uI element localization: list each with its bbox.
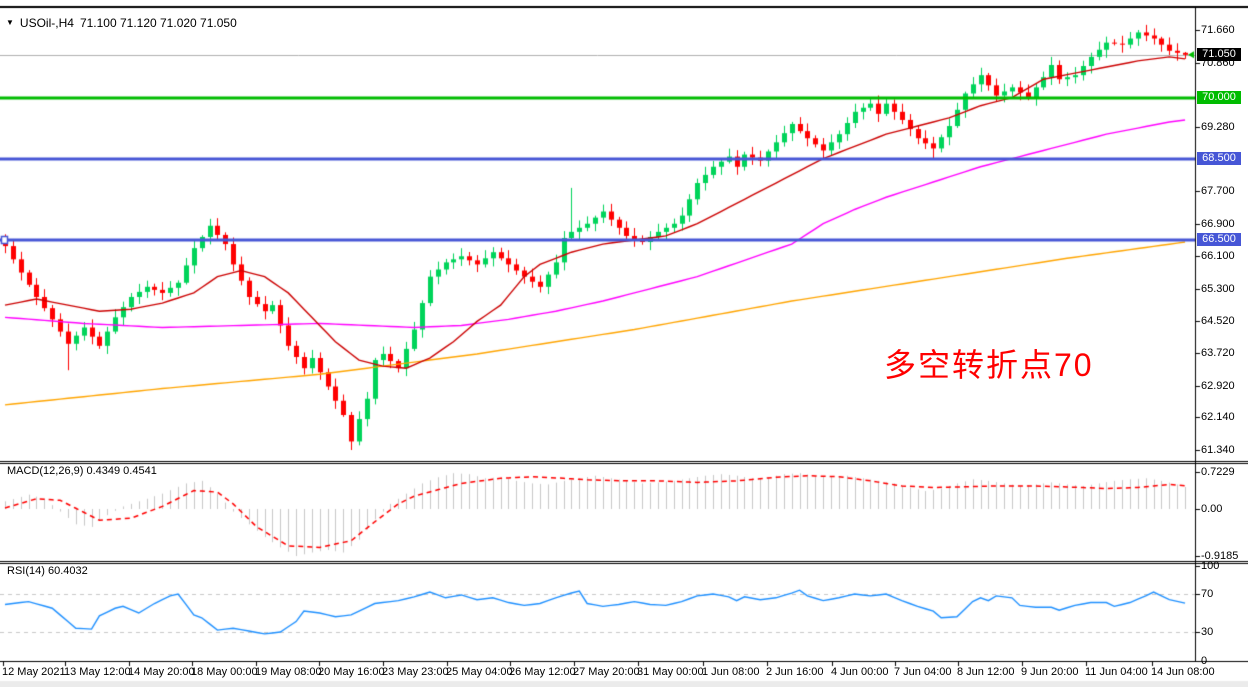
time-axis-label: 27 May 20:00 [573, 666, 640, 678]
rsi-tick-label: 70 [1201, 588, 1214, 600]
price-tick-label: 61.340 [1201, 444, 1235, 456]
hline-label-66500[interactable]: 66.500 [1197, 233, 1241, 246]
rsi-tick-label: 0 [1201, 654, 1208, 667]
time-axis-label: 26 May 12:00 [509, 666, 576, 678]
macd-tick-label: 0.00 [1201, 502, 1223, 515]
time-axis-label: 7 Jun 04:00 [894, 666, 952, 678]
price-tick-label: 63.720 [1201, 347, 1235, 360]
time-axis-label: 2 Jun 16:00 [766, 666, 824, 678]
time-axis-label: 14 May 20:00 [128, 666, 195, 678]
price-tick-label: 62.920 [1201, 379, 1235, 392]
time-axis-label: 12 May 2021 [2, 666, 66, 678]
time-axis-label: 11 Jun 04:00 [1085, 666, 1148, 678]
time-axis-label: 14 Jun 08:00 [1151, 666, 1215, 678]
macd-tick-label: 0.7229 [1201, 466, 1235, 478]
price-tick-label: 64.520 [1201, 314, 1235, 327]
time-axis-label: 13 May 12:00 [64, 666, 131, 678]
macd-tick-label: -0.9185 [1201, 550, 1239, 562]
time-axis-label: 31 May 00:00 [637, 666, 704, 678]
rsi-tick-label: 30 [1201, 626, 1214, 638]
price-tick-label: 66.100 [1201, 250, 1235, 263]
time-axis-label: 4 Jun 00:00 [831, 666, 889, 678]
time-axis-label: 20 May 16:00 [318, 666, 385, 678]
macd-indicator-label: MACD(12,26,9) 0.4349 0.4541 [7, 465, 157, 477]
rsi-indicator-label: RSI(14) 60.4032 [7, 565, 88, 577]
time-axis-label: 1 Jun 08:00 [702, 666, 760, 678]
time-axis-label: 25 May 04:00 [446, 666, 513, 678]
time-axis-label: 18 May 00:00 [191, 666, 258, 678]
annotation-text: 多空转折点70 [884, 347, 1094, 383]
hline-label-70000[interactable]: 70.000 [1197, 90, 1241, 104]
symbol-timeframe: USOil-,H4 [19, 16, 74, 30]
rsi-tick-label: 100 [1201, 559, 1220, 572]
hline-label-68500[interactable]: 68.500 [1197, 151, 1241, 165]
price-tick-label: 65.300 [1201, 282, 1235, 295]
price-tick-label: 62.140 [1201, 411, 1235, 424]
symbol-ohlc-line: ▼ USOil-,H4 71.100 71.120 71.020 71.050 [6, 16, 237, 30]
ohlc-values: 71.100 71.120 71.020 71.050 [79, 16, 237, 30]
price-tick-label: 69.280 [1201, 120, 1235, 133]
time-axis-label: 23 May 23:00 [382, 666, 449, 678]
price-tick-label: 71.660 [1201, 24, 1235, 36]
price-tick-label: 70.860 [1201, 56, 1235, 69]
time-axis-label: 8 Jun 12:00 [957, 666, 1015, 678]
time-axis-label: 19 May 08:00 [255, 666, 322, 678]
price-tick-label: 66.900 [1201, 217, 1235, 230]
triangle-down-icon[interactable]: ▼ [6, 18, 14, 27]
current-price-label: 71.050 [1197, 47, 1241, 61]
price-tick-label: 67.700 [1201, 185, 1235, 198]
time-axis-label: 9 Jun 20:00 [1021, 666, 1079, 678]
